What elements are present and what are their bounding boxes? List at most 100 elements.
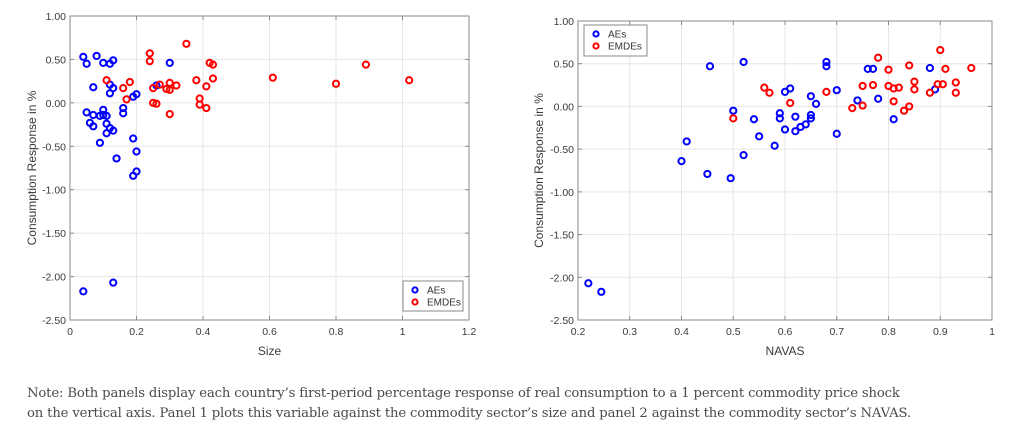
data-point-aes bbox=[105, 59, 115, 68]
charts-figure: 0 0.2 0.4 0.6 0.8 1 1.2 1.00 0.50 0.00 -0.50 -1.00 -… bbox=[25, 11, 995, 358]
data-point-emdes bbox=[925, 88, 935, 97]
legend-box bbox=[402, 280, 464, 312]
data-point-emdes bbox=[868, 80, 878, 90]
y-tick-label: -2.50 bbox=[550, 315, 574, 327]
legend-marker-emdes bbox=[592, 42, 600, 50]
y-tick-label: 0.50 bbox=[46, 54, 67, 66]
data-point-emdes bbox=[884, 65, 893, 74]
data-point-emdes bbox=[165, 110, 174, 119]
legend-label-aes: AEs bbox=[608, 30, 626, 41]
legend-label-emdes: EMDEs bbox=[608, 42, 642, 53]
x-tick-label: 0.4 bbox=[196, 326, 211, 338]
y-tick-label: -2.50 bbox=[42, 315, 66, 327]
series-emdes bbox=[729, 45, 976, 123]
data-point-aes bbox=[597, 287, 606, 296]
data-point-aes bbox=[832, 86, 841, 95]
data-point-emdes bbox=[889, 97, 898, 106]
data-point-aes bbox=[739, 151, 748, 160]
data-point-aes bbox=[677, 157, 686, 166]
x-axis-label: NAVAS bbox=[766, 344, 805, 358]
data-point-aes bbox=[822, 57, 831, 67]
data-point-aes bbox=[775, 114, 784, 123]
data-point-aes bbox=[925, 63, 935, 73]
data-point-emdes bbox=[894, 83, 903, 92]
data-point-aes bbox=[874, 94, 883, 103]
data-point-aes bbox=[703, 169, 712, 179]
data-point-aes bbox=[109, 126, 118, 135]
data-point-emdes bbox=[125, 77, 134, 87]
y-tick-label: 0.00 bbox=[46, 98, 67, 110]
y-axis-label: Consumption Response in % bbox=[25, 90, 39, 245]
data-point-emdes bbox=[182, 39, 191, 48]
data-point-aes bbox=[112, 154, 121, 163]
x-tick-label: 1 bbox=[400, 326, 406, 338]
data-point-aes bbox=[822, 62, 831, 71]
data-point-emdes bbox=[208, 60, 218, 69]
data-point-emdes bbox=[905, 61, 914, 70]
series-aes bbox=[79, 51, 174, 296]
data-point-emdes bbox=[941, 64, 950, 73]
series-aes bbox=[584, 57, 940, 296]
y-tick-label: 0.00 bbox=[554, 101, 575, 113]
y-tick-label: -0.50 bbox=[42, 141, 66, 153]
x-tick-label: 0.8 bbox=[881, 326, 896, 338]
data-point-aes bbox=[780, 125, 790, 134]
data-point-aes bbox=[726, 174, 735, 183]
data-point-emdes bbox=[145, 57, 154, 66]
data-point-aes bbox=[102, 129, 111, 138]
figure-note: Note: Both panels display each country’s… bbox=[27, 384, 1017, 424]
data-point-emdes bbox=[938, 80, 947, 89]
data-point-emdes bbox=[405, 76, 414, 85]
data-point-aes bbox=[129, 134, 138, 143]
data-point-aes bbox=[119, 109, 128, 118]
data-point-emdes bbox=[202, 103, 211, 113]
data-point-aes bbox=[749, 115, 759, 124]
data-point-emdes bbox=[899, 106, 909, 115]
legend-box bbox=[583, 24, 648, 57]
data-point-aes bbox=[89, 122, 98, 131]
data-point-aes bbox=[806, 110, 815, 120]
data-point-emdes bbox=[122, 95, 131, 104]
data-point-aes bbox=[780, 87, 790, 97]
x-tick-label: 0.3 bbox=[622, 326, 637, 338]
legend-marker-aes bbox=[411, 286, 419, 294]
data-point-aes bbox=[79, 287, 88, 296]
data-point-emdes bbox=[786, 98, 795, 108]
data-point-emdes bbox=[848, 104, 857, 113]
x-tick-label: 0.4 bbox=[674, 326, 689, 338]
data-point-aes bbox=[89, 83, 98, 92]
data-point-aes bbox=[853, 96, 862, 105]
y-tick-label: 0.50 bbox=[554, 59, 575, 71]
data-point-emdes bbox=[152, 99, 161, 108]
note-line-2: on the vertical axis. Panel 1 plots this… bbox=[27, 406, 911, 421]
x-tick-label: 0.9 bbox=[933, 326, 948, 338]
data-point-aes bbox=[791, 127, 800, 136]
data-point-emdes bbox=[172, 81, 181, 90]
data-point-aes bbox=[705, 62, 715, 71]
y-tick-label: -1.50 bbox=[42, 228, 66, 240]
data-point-aes bbox=[682, 137, 691, 146]
data-point-emdes bbox=[905, 102, 914, 111]
data-point-emdes bbox=[858, 101, 867, 110]
data-point-aes bbox=[806, 92, 815, 101]
data-point-aes bbox=[739, 57, 748, 67]
note-line-1: Note: Both panels display each country’s… bbox=[27, 386, 900, 401]
legend-label-aes: AEs bbox=[427, 286, 445, 297]
data-point-aes bbox=[584, 279, 593, 288]
data-point-emdes bbox=[951, 88, 960, 97]
data-point-emdes bbox=[102, 76, 111, 85]
y-tick-label: -1.00 bbox=[550, 187, 574, 199]
data-point-emdes bbox=[361, 60, 371, 69]
x-tick-label: 1.2 bbox=[462, 326, 477, 338]
legend-marker-aes bbox=[592, 30, 600, 38]
y-tick-label: -1.50 bbox=[550, 230, 574, 242]
x-tick-label: 0.5 bbox=[726, 326, 741, 338]
data-point-aes bbox=[95, 138, 105, 147]
data-point-emdes bbox=[208, 74, 218, 83]
x-tick-label: 0.2 bbox=[129, 326, 144, 338]
data-point-aes bbox=[132, 147, 141, 156]
data-point-aes bbox=[82, 108, 91, 117]
data-point-emdes bbox=[951, 78, 960, 87]
